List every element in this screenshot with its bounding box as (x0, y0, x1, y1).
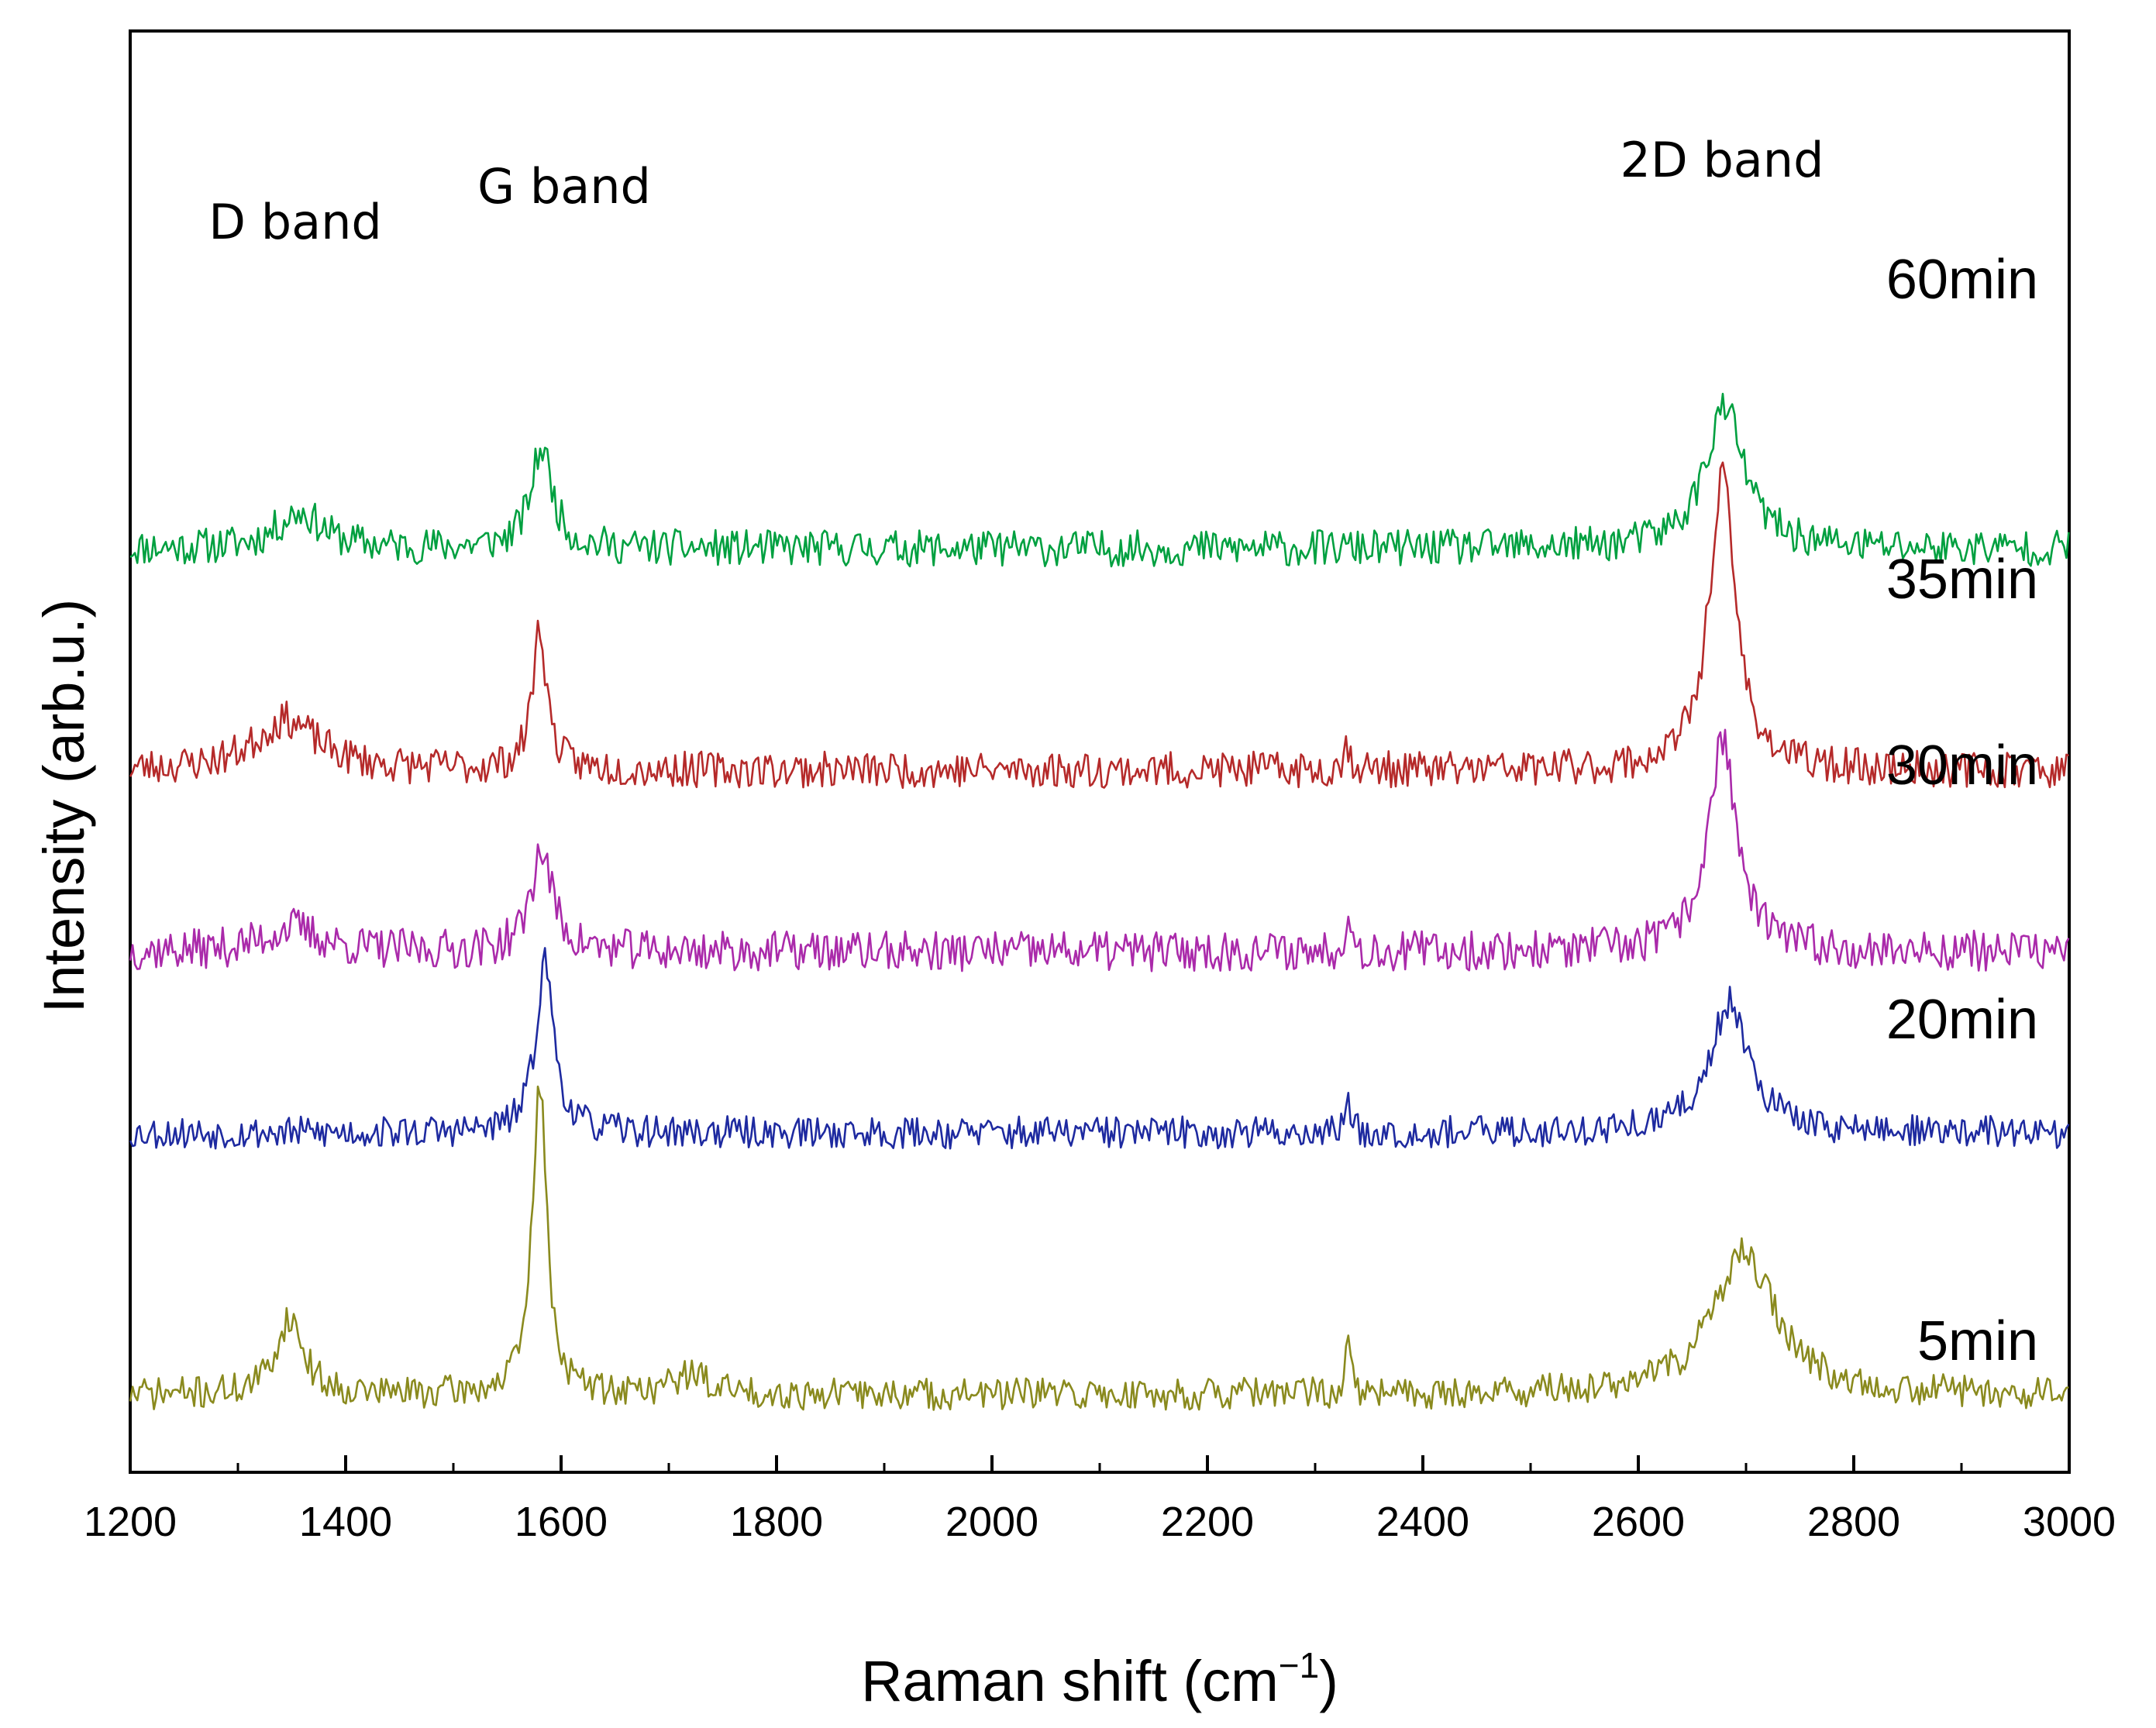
x-tick-label: 2800 (1807, 1499, 1900, 1545)
series-line-5min (129, 1085, 2069, 1411)
series-line-35min (129, 461, 2069, 790)
x-tick-label: 1200 (84, 1499, 177, 1545)
x-axis-title: Raman shift (cm−1) (861, 1645, 1338, 1713)
2d-band-label: 2D band (1620, 132, 1824, 188)
series-line-60min (129, 392, 2070, 568)
y-axis-title: Intensity (arb.u.) (32, 599, 96, 1014)
series-label-30min: 30min (1886, 735, 2038, 797)
d-band-label: D band (208, 194, 381, 250)
series-label-5min: 5min (1917, 1310, 2038, 1372)
x-tick-label: 1800 (730, 1499, 823, 1545)
x-tick-label: 2400 (1376, 1499, 1469, 1545)
x-axis-ticks: 1200 1400 1600 1800 2000 2200 2400 2600 2800 3000 (84, 1455, 2116, 1545)
series-labels: 60min 35min 30min 20min 5min (1886, 249, 2038, 1372)
series-label-60min: 60min (1886, 249, 2038, 311)
x-tick-label: 2000 (945, 1499, 1038, 1545)
x-tick-label: 1400 (299, 1499, 392, 1545)
series-line-20min (129, 947, 2070, 1150)
series-label-35min: 35min (1886, 549, 2038, 611)
series-label-20min: 20min (1886, 989, 2038, 1051)
g-band-label: G band (477, 158, 651, 215)
series-line-30min (129, 728, 2070, 972)
x-tick-label: 3000 (2023, 1499, 2116, 1545)
band-annotations: D band G band 2D band (208, 132, 1824, 250)
x-tick-label: 2600 (1592, 1499, 1685, 1545)
x-tick-label: 2200 (1161, 1499, 1254, 1545)
series-lines (129, 392, 2070, 1411)
x-tick-label: 1600 (515, 1499, 608, 1545)
